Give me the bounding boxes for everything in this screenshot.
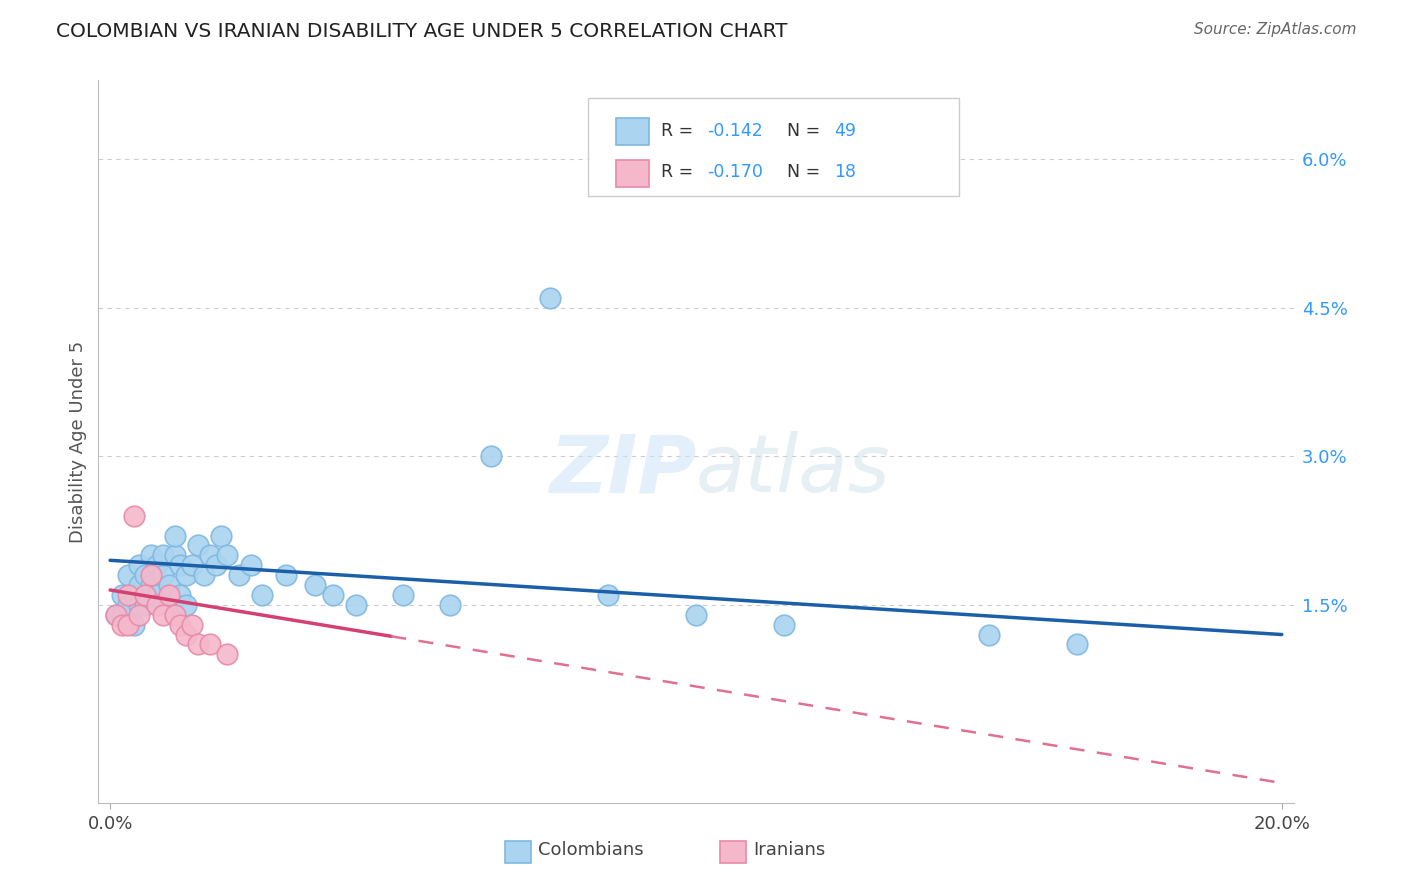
FancyBboxPatch shape <box>505 841 531 863</box>
Point <box>122 617 145 632</box>
Point <box>122 508 145 523</box>
Point <box>685 607 707 622</box>
Point <box>134 598 156 612</box>
Point <box>198 549 221 563</box>
Point <box>152 568 174 582</box>
Text: Iranians: Iranians <box>754 841 825 859</box>
Text: R =: R = <box>661 122 699 140</box>
Point <box>134 568 156 582</box>
Point <box>128 578 150 592</box>
Point <box>122 588 145 602</box>
Text: N =: N = <box>787 163 825 181</box>
Point <box>141 568 163 582</box>
Point <box>111 607 134 622</box>
Point <box>773 617 796 632</box>
Point <box>439 598 461 612</box>
Point <box>181 558 204 573</box>
Point <box>174 598 197 612</box>
Point <box>187 539 209 553</box>
Text: -0.170: -0.170 <box>707 163 762 181</box>
Point <box>181 617 204 632</box>
Point <box>128 558 150 573</box>
Point <box>117 598 139 612</box>
Point <box>163 607 186 622</box>
Point <box>217 648 239 662</box>
Point <box>198 637 221 651</box>
Point <box>157 598 180 612</box>
Point <box>174 568 197 582</box>
Point <box>134 588 156 602</box>
Point <box>211 528 233 542</box>
Point <box>169 588 191 602</box>
Point <box>141 578 163 592</box>
Point <box>187 637 209 651</box>
Point <box>204 558 226 573</box>
Point <box>1066 637 1088 651</box>
Point <box>105 607 128 622</box>
Point <box>239 558 262 573</box>
Point <box>322 588 344 602</box>
Text: 18: 18 <box>835 163 856 181</box>
Text: COLOMBIAN VS IRANIAN DISABILITY AGE UNDER 5 CORRELATION CHART: COLOMBIAN VS IRANIAN DISABILITY AGE UNDE… <box>56 22 787 41</box>
Point <box>344 598 367 612</box>
Point <box>977 627 1000 641</box>
Point <box>128 598 150 612</box>
Point <box>169 558 191 573</box>
Point <box>141 549 163 563</box>
Text: Colombians: Colombians <box>538 841 644 859</box>
Point <box>117 617 139 632</box>
Point <box>217 549 239 563</box>
Point <box>105 607 128 622</box>
Point <box>146 598 169 612</box>
Point <box>479 450 502 464</box>
Point <box>146 588 169 602</box>
FancyBboxPatch shape <box>616 160 650 186</box>
Point <box>252 588 274 602</box>
Y-axis label: Disability Age Under 5: Disability Age Under 5 <box>69 341 87 542</box>
Point <box>228 568 250 582</box>
FancyBboxPatch shape <box>616 119 650 145</box>
Text: R =: R = <box>661 163 699 181</box>
Text: atlas: atlas <box>696 432 891 509</box>
Point <box>598 588 620 602</box>
Point <box>146 558 169 573</box>
Point <box>117 568 139 582</box>
Point <box>193 568 215 582</box>
Point <box>111 617 134 632</box>
Text: -0.142: -0.142 <box>707 122 762 140</box>
Point <box>163 549 186 563</box>
Text: Source: ZipAtlas.com: Source: ZipAtlas.com <box>1194 22 1357 37</box>
Point <box>152 607 174 622</box>
Point <box>157 588 180 602</box>
Point <box>111 588 134 602</box>
FancyBboxPatch shape <box>589 98 959 196</box>
FancyBboxPatch shape <box>720 841 747 863</box>
Point <box>117 588 139 602</box>
Text: 49: 49 <box>835 122 856 140</box>
Point <box>174 627 197 641</box>
Point <box>152 549 174 563</box>
Text: ZIP: ZIP <box>548 432 696 509</box>
Point <box>128 607 150 622</box>
Point <box>274 568 297 582</box>
Point <box>538 291 561 305</box>
Point <box>169 617 191 632</box>
Text: N =: N = <box>787 122 825 140</box>
Point <box>157 578 180 592</box>
Point <box>163 528 186 542</box>
Point <box>304 578 326 592</box>
Point <box>392 588 415 602</box>
